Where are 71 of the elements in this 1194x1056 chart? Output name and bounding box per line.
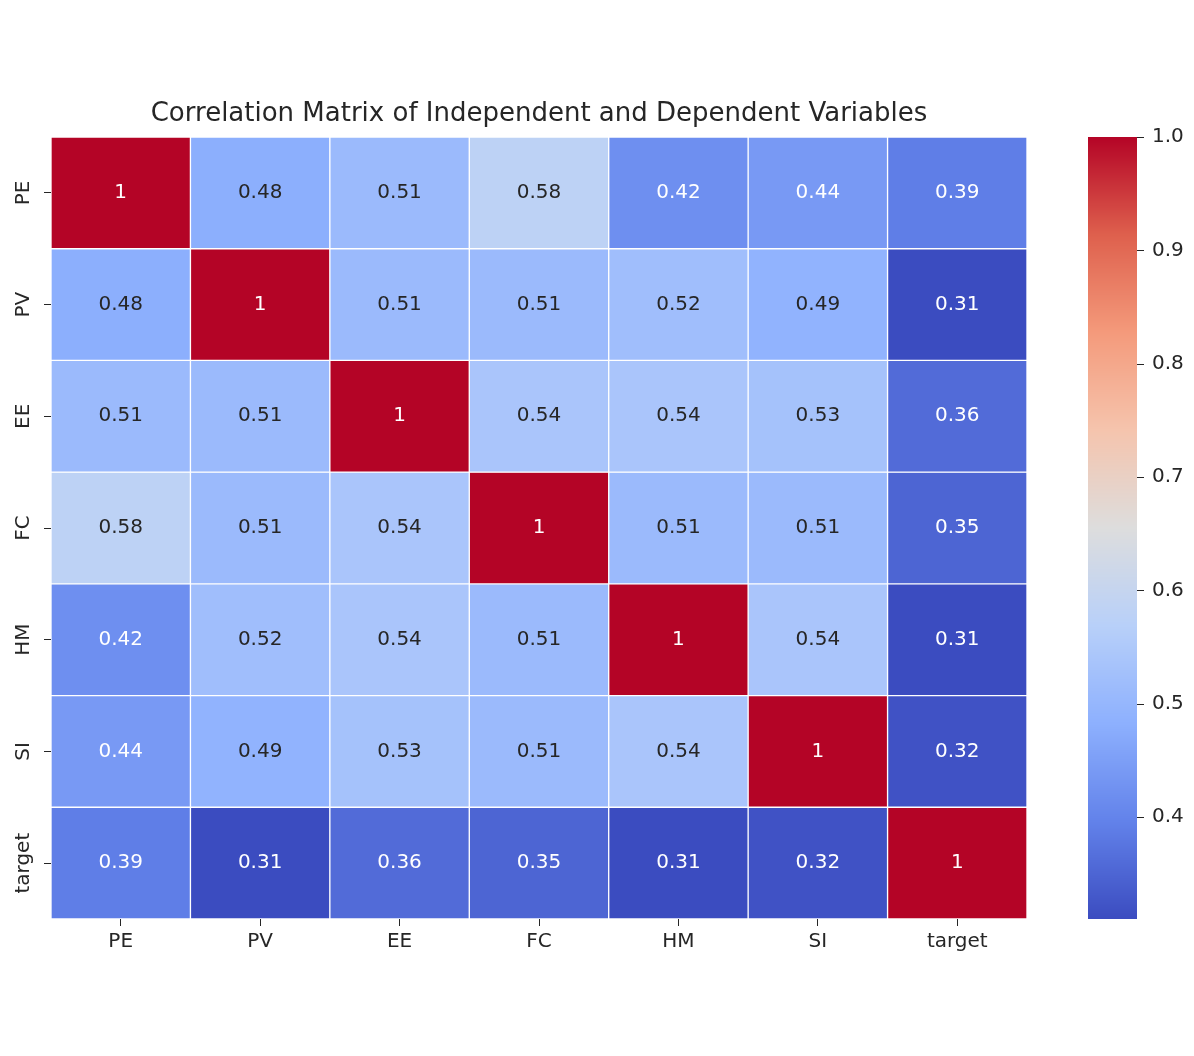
data-label: 0.36 (935, 402, 980, 427)
x-tick-label: SI (808, 928, 828, 953)
color-bar-label: 0.8 (1152, 349, 1184, 374)
data-label: 0.35 (516, 849, 562, 874)
data-label: 0.54 (377, 625, 422, 650)
data-label: 0.32 (795, 849, 841, 874)
data-label: 0.35 (935, 514, 980, 539)
data-label: 0.31 (935, 625, 980, 650)
y-tick-label: PE (9, 180, 34, 206)
color-bar-label: 0.5 (1152, 689, 1184, 714)
y-tick-label: PV (9, 291, 34, 318)
y-tick-label: SI (9, 742, 34, 761)
data-label: 0.31 (237, 849, 283, 874)
data-label: 0.51 (516, 290, 562, 315)
data-label: 0.39 (98, 849, 143, 874)
chart-title: Correlation Matrix of Independent and Dependent Variables (150, 97, 928, 128)
data-label: 0.32 (935, 737, 980, 762)
y-tick-label: HM (9, 623, 34, 656)
x-tick-label: PE (108, 928, 134, 953)
data-label: 0.44 (98, 737, 143, 762)
y-tick-label: target (9, 832, 34, 894)
data-label: 1 (393, 402, 406, 427)
data-label: 0.51 (795, 514, 841, 539)
data-label: 0.31 (656, 849, 701, 874)
color-bar-label: 0.4 (1152, 803, 1184, 828)
data-label: 0.49 (795, 290, 841, 315)
data-label: 0.58 (98, 514, 143, 539)
x-tick-label: target (926, 928, 988, 953)
data-label: 0.54 (656, 737, 701, 762)
data-label: 1 (114, 179, 128, 204)
data-label: 0.51 (656, 514, 701, 539)
data-label: 0.54 (516, 402, 562, 427)
data-label: 0.51 (237, 402, 283, 427)
data-label: 0.51 (237, 514, 283, 539)
data-label: 0.51 (377, 290, 422, 315)
x-tick-label: PV (247, 928, 274, 953)
data-label: 0.42 (656, 179, 701, 204)
data-label: 0.58 (516, 179, 562, 204)
data-label: 0.31 (935, 290, 980, 315)
data-label: 0.36 (377, 849, 422, 874)
x-tick-label: HM (662, 928, 695, 953)
data-label: 1 (532, 514, 546, 539)
color-bar-label: 1.0 (1152, 123, 1184, 148)
data-label: 0.54 (656, 402, 701, 427)
data-label: 0.49 (237, 737, 283, 762)
x-tick-label: EE (386, 928, 413, 953)
data-label: 0.51 (377, 179, 422, 204)
data-label: 0.54 (377, 514, 422, 539)
data-label: 0.53 (795, 402, 841, 427)
data-label: 0.52 (656, 290, 701, 315)
data-label: 0.48 (237, 179, 283, 204)
color-bar-label: 0.7 (1152, 463, 1184, 488)
data-label: 0.42 (98, 625, 143, 650)
data-label: 0.52 (237, 625, 283, 650)
data-label: 1 (672, 625, 685, 650)
data-label: 0.54 (795, 625, 841, 650)
data-label: 1 (811, 737, 825, 762)
data-label: 0.39 (935, 179, 980, 204)
data-label: 0.51 (516, 625, 562, 650)
y-tick-label: FC (9, 515, 34, 541)
y-tick-label: EE (9, 403, 34, 429)
x-tick-label: FC (526, 928, 552, 953)
data-label: 0.51 (516, 737, 562, 762)
color-bar-label: 0.9 (1152, 236, 1184, 261)
data-label: 1 (253, 290, 267, 315)
data-label: 0.51 (98, 402, 143, 427)
data-label: 1 (950, 849, 964, 874)
color-bar-label: 0.6 (1152, 576, 1184, 601)
data-label: 0.48 (98, 290, 143, 315)
data-label: 0.53 (377, 737, 422, 762)
data-label: 0.44 (795, 179, 841, 204)
